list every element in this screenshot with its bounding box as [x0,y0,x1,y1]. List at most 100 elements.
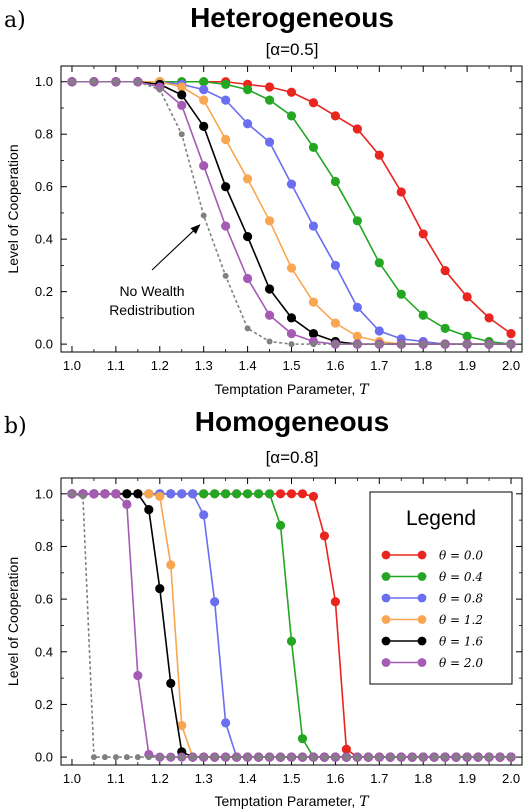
data-point [210,489,220,499]
data-point [275,520,286,530]
panel-a-subtitle: [α=0.5] [266,40,319,59]
data-point [374,258,384,268]
data-point [484,313,494,323]
data-point [418,229,428,239]
x-tick-label: 1.4 [239,771,257,786]
y-tick-label: 0.6 [35,592,53,607]
x-tick-label: 1.2 [151,358,169,373]
data-point [210,597,220,607]
data-point [398,341,405,348]
legend-swatch-dot [381,615,391,624]
data-point [286,636,297,646]
x-tick-label: 2.0 [502,771,520,786]
legend-item: θ = 2.0 [381,656,483,670]
data-point [442,341,449,348]
x-axis-label-text: Temptation Parameter, [214,381,359,397]
data-point [242,273,253,284]
data-point [199,489,209,499]
data-point [277,754,284,761]
x-tick-label: 1.5 [282,771,300,786]
legend-label: θ = 0.8 [439,592,483,606]
panel-b-title: Homogeneous [195,406,389,437]
data-point [156,754,163,761]
data-point [418,310,428,320]
data-point [462,292,472,302]
data-point [199,510,209,520]
data-point [288,341,295,348]
y-tick-label: 1.0 [35,486,53,501]
annotation-line: No Wealth [119,283,184,299]
data-point [308,142,319,152]
y-tick-label: 0.4 [35,232,53,247]
data-point [221,182,231,192]
y-axis-label: Level of Cooperation [5,144,21,273]
data-point [396,187,406,197]
data-point [352,331,362,341]
plot-heterogeneous: 1.0 1.1 1.2 1.3 1.4 1.5 1.6 1.7 1.8 1.9 2.00.00.20… [5,65,523,398]
legend-item: θ = 0.4 [381,570,483,584]
data-point [299,754,306,761]
data-point [155,491,165,502]
x-tick-label: 2.0 [502,358,520,373]
data-point [133,670,143,681]
data-point [166,678,176,688]
data-point [167,754,174,761]
data-point [387,754,394,761]
legend-item: θ = 1.2 [381,613,483,627]
data-point [134,754,141,761]
data-point [177,720,187,731]
data-point [244,325,251,332]
data-point [453,754,460,761]
y-tick-label: 0.2 [35,284,53,299]
x-axis-label-var: T [359,794,370,810]
y-axis-label: Level of Cooperation [5,557,21,686]
data-point [112,754,119,761]
data-point [330,111,341,121]
x-tick-label: 1.0 [63,358,81,373]
x-tick-label: 1.7 [370,358,388,373]
data-point [354,754,361,761]
data-point [266,754,273,761]
x-tick-label: 1.0 [63,771,81,786]
data-point [264,82,275,92]
data-point [343,754,350,761]
y-tick-label: 0.0 [35,750,53,765]
data-point [352,302,362,312]
x-tick-label: 1.1 [107,358,125,373]
data-point [376,754,383,761]
legend-swatch-dot [417,550,427,560]
x-axis: 1.0 1.1 1.2 1.3 1.4 1.5 1.6 1.7 1.8 1.9 2.0 [63,478,520,786]
x-tick-label: 1.9 [458,358,476,373]
data-point [431,754,438,761]
data-point [221,718,231,728]
data-point [508,754,515,761]
data-point [286,329,297,339]
data-point [475,754,482,761]
legend-label: θ = 1.6 [439,635,483,649]
legend-item: θ = 0.8 [381,592,483,606]
data-point [420,754,427,761]
data-point [177,489,187,499]
data-point [145,754,152,761]
data-point [221,95,231,105]
data-point [242,231,253,242]
data-point [177,90,187,100]
data-point [221,221,231,231]
legend-swatch-dot [381,658,391,667]
data-point [144,489,154,499]
y-tick-label: 0.2 [35,697,53,712]
data-point [376,341,383,348]
legend-box [369,491,513,685]
x-axis-label-text: Temptation Parameter, [214,793,359,809]
data-point [352,216,362,226]
x-tick-label: 1.8 [414,358,432,373]
data-point [398,754,405,761]
x-tick-label: 1.5 [282,358,300,373]
data-point [442,754,449,761]
legend-swatch-dot [417,658,427,667]
data-point [199,77,209,87]
data-point [396,289,406,299]
data-point [199,85,209,95]
y-axis: 0.0 0.2 0.4 0.6 0.8 1.0 [35,486,522,765]
legend-swatch-dot [417,615,427,624]
